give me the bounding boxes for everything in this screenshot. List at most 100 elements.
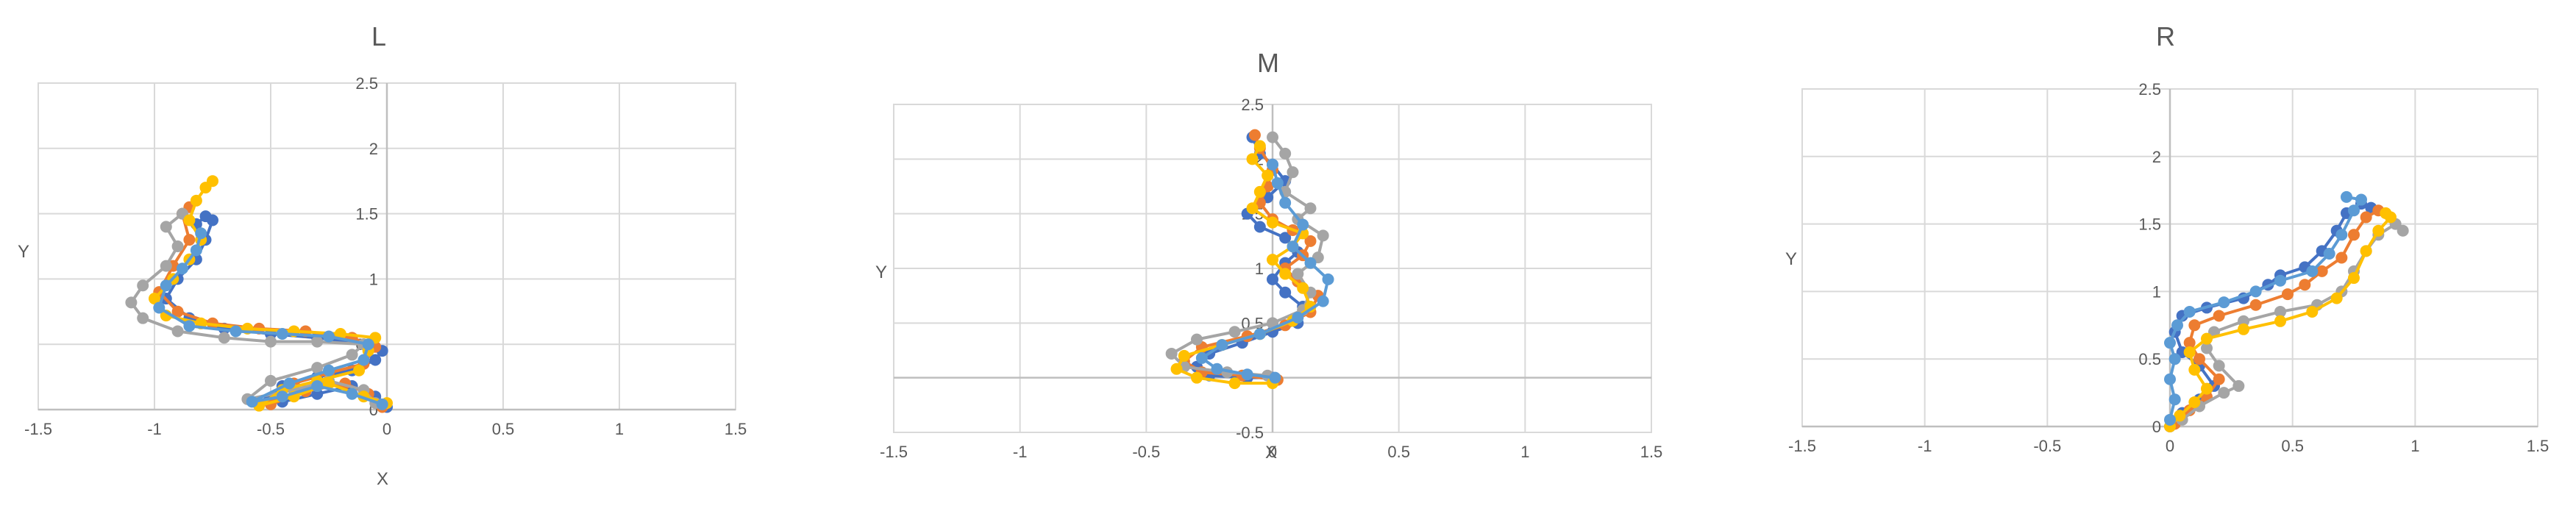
data-point: [190, 194, 202, 207]
data-point: [276, 327, 288, 340]
data-point: [311, 380, 324, 393]
data-point: [2348, 272, 2360, 285]
y-tick-label: 2: [2152, 148, 2161, 166]
series-line: [2168, 212, 2393, 428]
data-point: [2348, 229, 2360, 241]
x-axis-label: X: [1265, 443, 1277, 463]
x-tick-label: 1.5: [2527, 437, 2550, 455]
data-point: [2274, 315, 2286, 327]
x-tick-label: -1: [147, 420, 162, 438]
data-point: [199, 210, 212, 223]
data-point: [2274, 305, 2286, 318]
y-tick-label: 1.5: [355, 205, 378, 224]
data-point: [2306, 265, 2319, 277]
data-point: [2168, 393, 2181, 406]
data-point: [160, 221, 172, 233]
data-point: [2188, 319, 2201, 332]
data-point: [2164, 413, 2176, 426]
y-tick-label: 2.5: [1241, 96, 1264, 114]
series: [2164, 190, 2367, 426]
data-point: [2164, 373, 2176, 385]
data-point: [137, 312, 149, 324]
data-point: [137, 279, 149, 292]
data-point: [183, 214, 196, 226]
data-point: [230, 325, 242, 338]
series-line: [2168, 195, 2364, 421]
data-point: [1297, 218, 1309, 231]
data-point: [323, 377, 335, 390]
data-point: [2274, 274, 2286, 287]
data-point: [2249, 299, 2262, 311]
x-tick-label: -1.5: [24, 420, 52, 438]
y-axis-label: Y: [875, 263, 887, 282]
series: [2164, 207, 2397, 432]
data-point: [2232, 379, 2245, 392]
series: [1195, 158, 1334, 384]
data-point: [2306, 305, 2319, 318]
data-point: [265, 374, 277, 387]
data-point: [1279, 196, 1292, 209]
data-point: [353, 364, 366, 376]
data-point: [2330, 292, 2343, 304]
x-tick-label: 0.5: [492, 420, 515, 438]
data-point: [207, 175, 218, 188]
x-axis-label: X: [377, 469, 388, 489]
data-point: [125, 296, 138, 309]
data-point: [2174, 410, 2186, 422]
data-point: [1317, 229, 1329, 242]
data-point: [2323, 247, 2335, 260]
data-point: [1241, 368, 1253, 381]
data-point: [311, 362, 324, 374]
data-point: [1279, 268, 1292, 280]
data-point: [2348, 204, 2360, 217]
x-tick-label: 1.5: [1640, 443, 1663, 461]
data-point: [2201, 382, 2213, 395]
y-tick-label: -0.5: [1236, 424, 1264, 442]
data-point: [153, 301, 166, 314]
data-point: [2249, 285, 2262, 298]
data-point: [2218, 387, 2230, 399]
chart-M: M Y X -1.5-1-0.500.511.5-0.50.511.522.5: [875, 48, 1663, 463]
data-point: [2201, 332, 2213, 345]
data-point: [2380, 207, 2392, 219]
data-point: [2201, 342, 2213, 354]
series: [1178, 129, 1324, 386]
data-point: [362, 338, 374, 351]
plot-area: [38, 82, 736, 411]
x-tick-label: 0: [2166, 437, 2174, 455]
x-tick-label: 1: [2410, 437, 2419, 455]
data-point: [323, 330, 335, 343]
data-point: [357, 354, 370, 366]
data-point: [2183, 305, 2196, 318]
data-point: [1170, 363, 1183, 375]
x-tick-label: 0.5: [2281, 437, 2304, 455]
data-point: [160, 260, 172, 272]
y-tick-label: 2.5: [2138, 80, 2161, 99]
data-point: [369, 354, 382, 366]
x-tick-label: 1: [615, 420, 624, 438]
data-point: [2193, 353, 2205, 365]
x-tick-label: -1: [1013, 443, 1028, 461]
data-point: [1304, 257, 1317, 269]
data-point: [1267, 158, 1278, 171]
data-point: [1267, 273, 1278, 285]
series-line: [2174, 209, 2380, 425]
data-point: [2397, 224, 2409, 237]
data-point: [2360, 245, 2372, 257]
series: [2168, 204, 2385, 430]
data-point: [1271, 177, 1284, 190]
data-point: [149, 293, 160, 305]
data-point: [1269, 371, 1281, 384]
data-point: [346, 388, 358, 400]
data-point: [1248, 129, 1261, 141]
data-point: [2213, 360, 2225, 372]
data-point: [1262, 169, 1274, 182]
data-point: [1165, 347, 1178, 360]
data-point: [2341, 190, 2352, 203]
data-point: [1287, 240, 1299, 253]
data-point: [2188, 363, 2201, 376]
chart-title: R: [2156, 21, 2175, 51]
data-point: [246, 396, 258, 408]
x-tick-label: -0.5: [1132, 443, 1160, 461]
data-point: [1304, 202, 1317, 215]
